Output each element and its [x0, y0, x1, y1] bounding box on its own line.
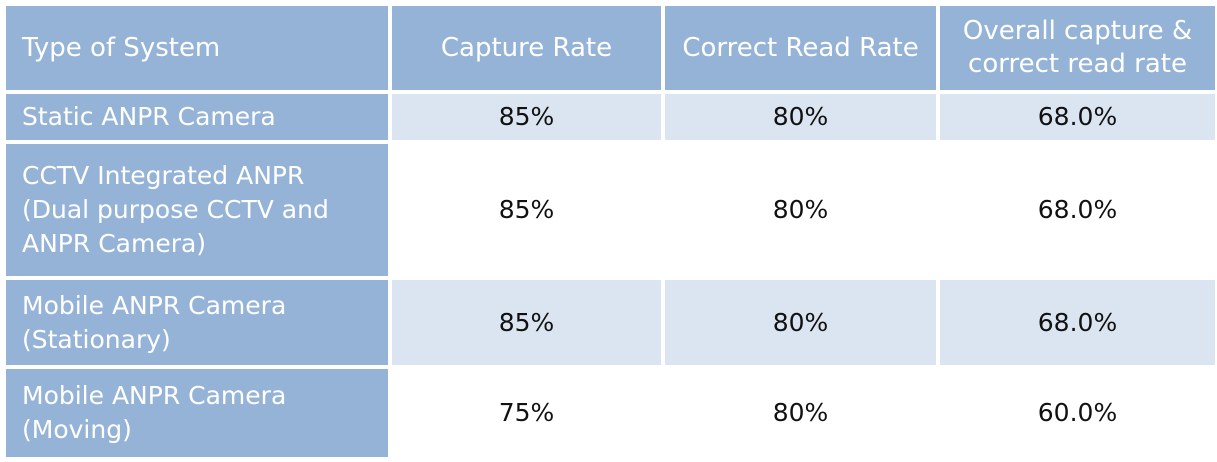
- system-name-cell: Mobile ANPR Camera (Moving): [6, 369, 388, 457]
- header-type-of-system: Type of System: [6, 6, 388, 90]
- overall-rate-cell: 68.0%: [940, 144, 1215, 276]
- table-row: Static ANPR Camera 85% 80% 68.0%: [6, 94, 1215, 140]
- overall-rate-cell: 60.0%: [940, 369, 1215, 457]
- overall-rate-cell: 68.0%: [940, 94, 1215, 140]
- correct-read-rate-cell: 80%: [665, 94, 936, 140]
- capture-rate-cell: 75%: [392, 369, 661, 457]
- header-overall-rate: Overall capture & correct read rate: [940, 6, 1215, 90]
- overall-rate-cell: 68.0%: [940, 280, 1215, 365]
- capture-rate-cell: 85%: [392, 94, 661, 140]
- header-correct-read-rate: Correct Read Rate: [665, 6, 936, 90]
- table-row: Mobile ANPR Camera (Moving) 75% 80% 60.0…: [6, 369, 1215, 457]
- table-header-row: Type of System Capture Rate Correct Read…: [6, 6, 1215, 90]
- table-row: CCTV Integrated ANPR (Dual purpose CCTV …: [6, 144, 1215, 276]
- system-name-cell: CCTV Integrated ANPR (Dual purpose CCTV …: [6, 144, 388, 276]
- system-name-cell: Static ANPR Camera: [6, 94, 388, 140]
- capture-rate-cell: 85%: [392, 144, 661, 276]
- correct-read-rate-cell: 80%: [665, 369, 936, 457]
- correct-read-rate-cell: 80%: [665, 280, 936, 365]
- capture-rate-cell: 85%: [392, 280, 661, 365]
- system-name-cell: Mobile ANPR Camera (Stationary): [6, 280, 388, 365]
- correct-read-rate-cell: 80%: [665, 144, 936, 276]
- header-capture-rate: Capture Rate: [392, 6, 661, 90]
- table-row: Mobile ANPR Camera (Stationary) 85% 80% …: [6, 280, 1215, 365]
